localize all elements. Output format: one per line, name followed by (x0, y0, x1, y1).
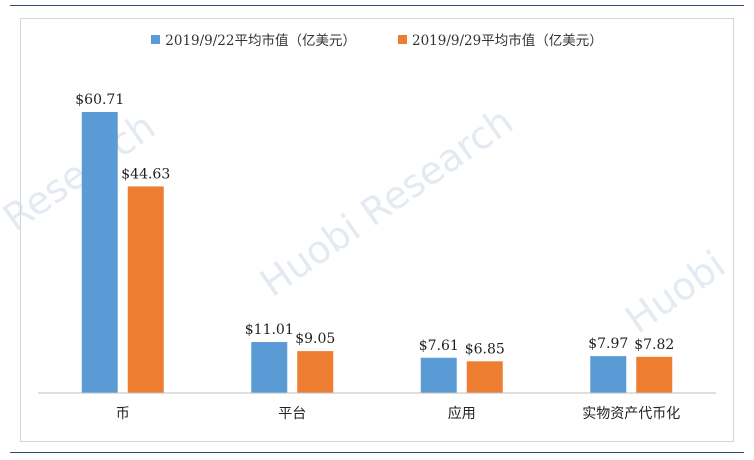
data-label-2-2: $9.05 (295, 331, 335, 347)
data-label-1-3: $7.61 (419, 338, 459, 354)
data-label-2-4: $7.82 (634, 337, 674, 353)
category-label-1: 币 (116, 406, 130, 422)
bar-1-4 (590, 356, 627, 393)
top-rule (10, 5, 744, 6)
chart-frame (20, 18, 734, 442)
category-label-3: 应用 (448, 405, 476, 422)
legend-item-series2: 2019/9/29平均市值（亿美元） (398, 29, 603, 49)
data-label-2-3: $6.85 (465, 341, 505, 357)
legend-swatch-series2 (398, 34, 407, 44)
bottom-rule (10, 452, 744, 453)
data-label-1-1: $60.71 (75, 92, 124, 108)
data-label-1-2: $11.01 (245, 322, 294, 338)
bar-2-2 (297, 351, 334, 393)
bar-1-2 (251, 342, 288, 393)
category-label-2: 平台 (278, 406, 306, 422)
bar-2-3 (466, 361, 503, 393)
data-label-1-4: $7.97 (588, 336, 628, 352)
category-label-4: 实物资产代币化 (582, 406, 680, 422)
bar-1-3 (420, 357, 457, 393)
bar-2-4 (636, 356, 673, 393)
legend-label-series1: 2019/9/22平均市值（亿美元） (165, 33, 356, 49)
legend-item-series1: 2019/9/22平均市值（亿美元） (151, 29, 356, 49)
legend: 2019/9/22平均市值（亿美元） 2019/9/29平均市值（亿美元） (0, 29, 754, 49)
bar-2-1 (127, 186, 164, 393)
legend-label-series2: 2019/9/29平均市值（亿美元） (412, 33, 603, 49)
legend-swatch-series1 (151, 34, 161, 44)
data-label-2-1: $44.63 (121, 166, 170, 182)
bar-1-1 (81, 112, 118, 393)
